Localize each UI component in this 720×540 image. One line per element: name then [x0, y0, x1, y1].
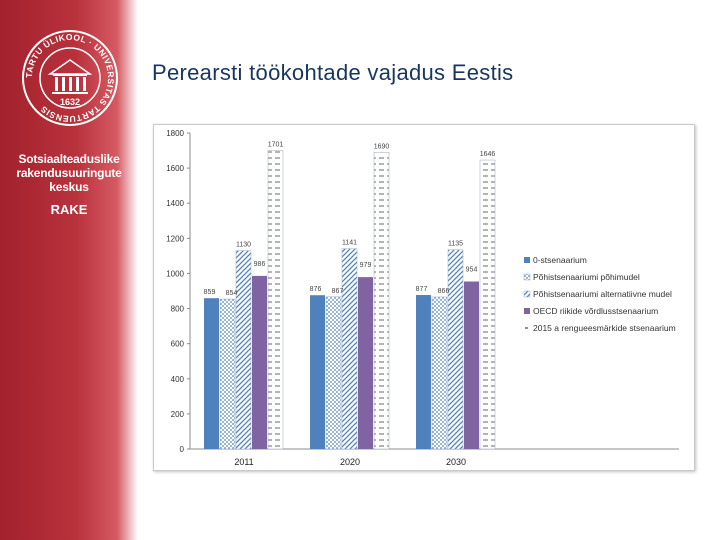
branding-panel: TARTU ÜLIKOOL · UNIVERSITAS TARTUENSIS 1…: [0, 0, 138, 540]
data-label: 876: [310, 286, 322, 293]
y-tick-label: 1600: [166, 164, 184, 173]
bar-2011-series-5: [267, 150, 284, 450]
data-label: 1690: [374, 143, 390, 150]
bar-2011-series-1: [204, 298, 219, 449]
x-category-label: 2030: [446, 457, 466, 467]
data-label: 866: [438, 288, 450, 295]
data-label: 1646: [480, 151, 496, 158]
x-category-label: 2020: [340, 457, 360, 467]
bar-2030-series-4: [464, 281, 479, 449]
y-tick-label: 1800: [166, 129, 184, 138]
org-abbreviation: RAKE: [50, 202, 88, 217]
legend-swatch: [524, 257, 530, 263]
legend-label: 2015 a rengueesmärkide stsenaarium: [533, 323, 676, 333]
data-label: 1141: [342, 240, 357, 247]
bar-2020-series-1: [310, 295, 325, 449]
bar-2030-series-5: [479, 159, 496, 450]
bar-2020-series-2: [325, 296, 342, 450]
org-name-line: keskus: [49, 180, 89, 194]
slide-title: Perearsti töökohtade vajadus Eestis: [152, 60, 514, 85]
legend-label: OECD riikide võrdlusstsenaarium: [533, 306, 658, 316]
y-tick-label: 0: [180, 445, 185, 454]
legend-swatch: [524, 308, 530, 314]
bar-2020-series-5: [373, 152, 390, 450]
university-seal-icon: TARTU ÜLIKOOL · UNIVERSITAS TARTUENSIS 1…: [22, 30, 118, 126]
bar-2030-series-1: [416, 295, 431, 449]
legend-label: Põhistsenaariumi alternatiivne mudel: [533, 289, 672, 299]
data-label: 867: [332, 288, 344, 295]
y-tick-label: 600: [171, 340, 185, 349]
data-label: 954: [466, 267, 478, 274]
data-label: 1701: [268, 141, 284, 148]
org-name: Sotsiaalteaduslike rakendusuuringute kes…: [0, 152, 138, 194]
seal-year: 1632: [60, 97, 80, 107]
bar-2030-series-2: [431, 296, 448, 450]
legend-label: 0-stsenaarium: [533, 255, 587, 265]
data-label: 986: [254, 261, 266, 268]
y-tick-label: 800: [171, 305, 185, 314]
legend-swatch: [525, 327, 528, 329]
y-tick-label: 1400: [166, 199, 184, 208]
legend-label: Põhistsenaariumi põhimudel: [533, 272, 640, 282]
y-tick-label: 400: [171, 375, 185, 384]
legend-swatch: [523, 290, 531, 298]
bar-2020-series-3: [341, 248, 358, 450]
legend-swatch: [523, 273, 531, 281]
bar-2030-series-3: [447, 249, 464, 450]
y-tick-label: 200: [171, 410, 185, 419]
bar-2011-series-4: [252, 275, 267, 449]
chart-area: 0 200 400 600 800 1000 1200 1400 1600 1800 2011 202…: [153, 124, 695, 471]
bar-2011-series-3: [235, 250, 252, 450]
bar-chart: 0 200 400 600 800 1000 1200 1400 1600 1800 2011 202…: [166, 129, 679, 467]
y-tick-label: 1000: [166, 269, 184, 278]
y-tick-label: 1200: [166, 234, 184, 243]
data-label: 1130: [236, 242, 251, 249]
data-label: 1135: [448, 241, 463, 248]
bar-2020-series-4: [358, 277, 373, 449]
x-category-label: 2011: [234, 457, 253, 467]
org-name-line: Sotsiaalteaduslike: [18, 152, 120, 166]
data-label: 979: [360, 262, 372, 269]
bar-2011-series-2: [219, 298, 236, 450]
data-label: 859: [204, 289, 216, 296]
data-label: 854: [226, 290, 238, 297]
data-label: 877: [416, 286, 428, 293]
org-name-line: rakendusuuringute: [16, 166, 122, 180]
